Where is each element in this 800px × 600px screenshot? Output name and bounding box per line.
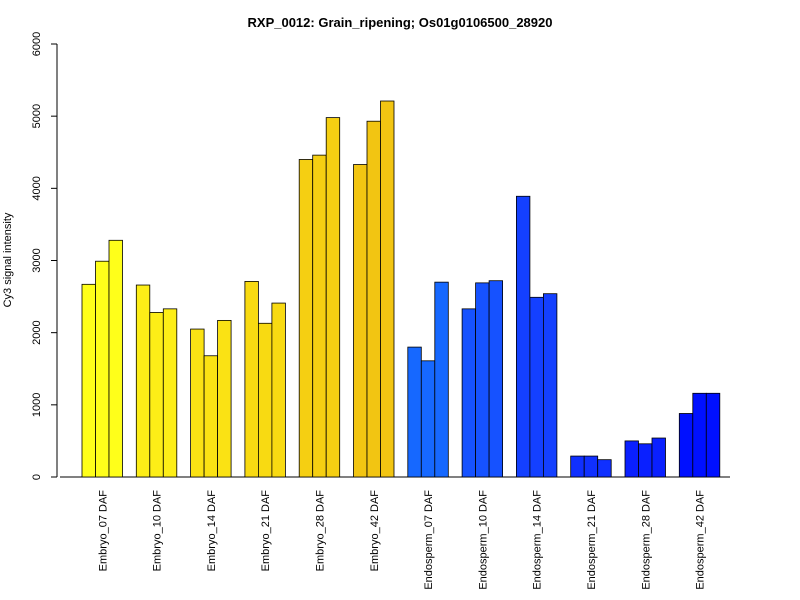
bar [583,455,599,478]
bar [217,319,232,478]
bar [298,159,314,478]
bar [434,281,449,478]
x-tick-label: Embryo_14 DAF [206,490,218,572]
bar [475,282,490,478]
x-axis-tick-labels: Embryo_07 DAF Embryo_10 DAF Embryo_14 DAF E… [97,490,706,590]
y-tick-label: 6000 [31,32,43,56]
bar [638,443,653,478]
x-tick-label: Embryo_42 DAF [369,490,381,572]
bar [244,281,259,478]
bar [543,293,558,478]
y-axis-ticks: 0 1000 2000 3000 4000 5000 6000 [31,32,57,480]
bar [651,437,666,478]
y-tick-label: 4000 [31,176,43,200]
bar [312,154,327,478]
x-tick-label: Endosperm_21 DAF [586,490,598,590]
chart-title: RXP_0012: Grain_ripening; Os01g0106500_2… [248,15,553,30]
bar [203,355,219,478]
bar [190,328,205,478]
bar [271,302,286,478]
x-tick-label: Endosperm_42 DAF [695,490,707,590]
bar [461,308,477,478]
y-axis-label: Cy3 signal intensity [2,212,14,307]
bar [257,322,273,478]
x-tick-label: Endosperm_07 DAF [423,490,435,590]
bar [325,117,341,478]
y-tick-label: 5000 [31,104,43,128]
x-tick-label: Embryo_10 DAF [152,490,164,572]
y-tick-label: 1000 [31,393,43,417]
bar [705,392,721,478]
x-tick-label: Endosperm_10 DAF [477,490,489,590]
y-tick-label: 3000 [31,248,43,272]
bar [597,459,612,478]
bar [407,346,422,478]
y-tick-label: 2000 [31,320,43,344]
bar [692,392,707,478]
bar [108,239,123,478]
x-tick-label: Embryo_21 DAF [260,490,272,572]
x-tick-label: Embryo_07 DAF [97,490,109,572]
y-tick-label: 0 [31,474,43,480]
bar [420,360,436,478]
bar [624,440,639,478]
bar [95,260,110,478]
bar [162,308,178,478]
bar [81,283,96,478]
bar [380,100,395,478]
bar [366,120,381,478]
x-tick-label: Embryo_28 DAF [314,490,326,572]
bar [135,284,151,478]
bar [516,195,531,478]
x-tick-label: Endosperm_28 DAF [640,490,652,590]
bar [353,164,368,478]
bar [149,312,164,478]
x-tick-label: Endosperm_14 DAF [532,490,544,590]
bar [529,296,544,478]
bar-series [81,100,721,478]
bar [570,455,585,478]
bar [678,413,694,478]
bar [488,280,504,478]
